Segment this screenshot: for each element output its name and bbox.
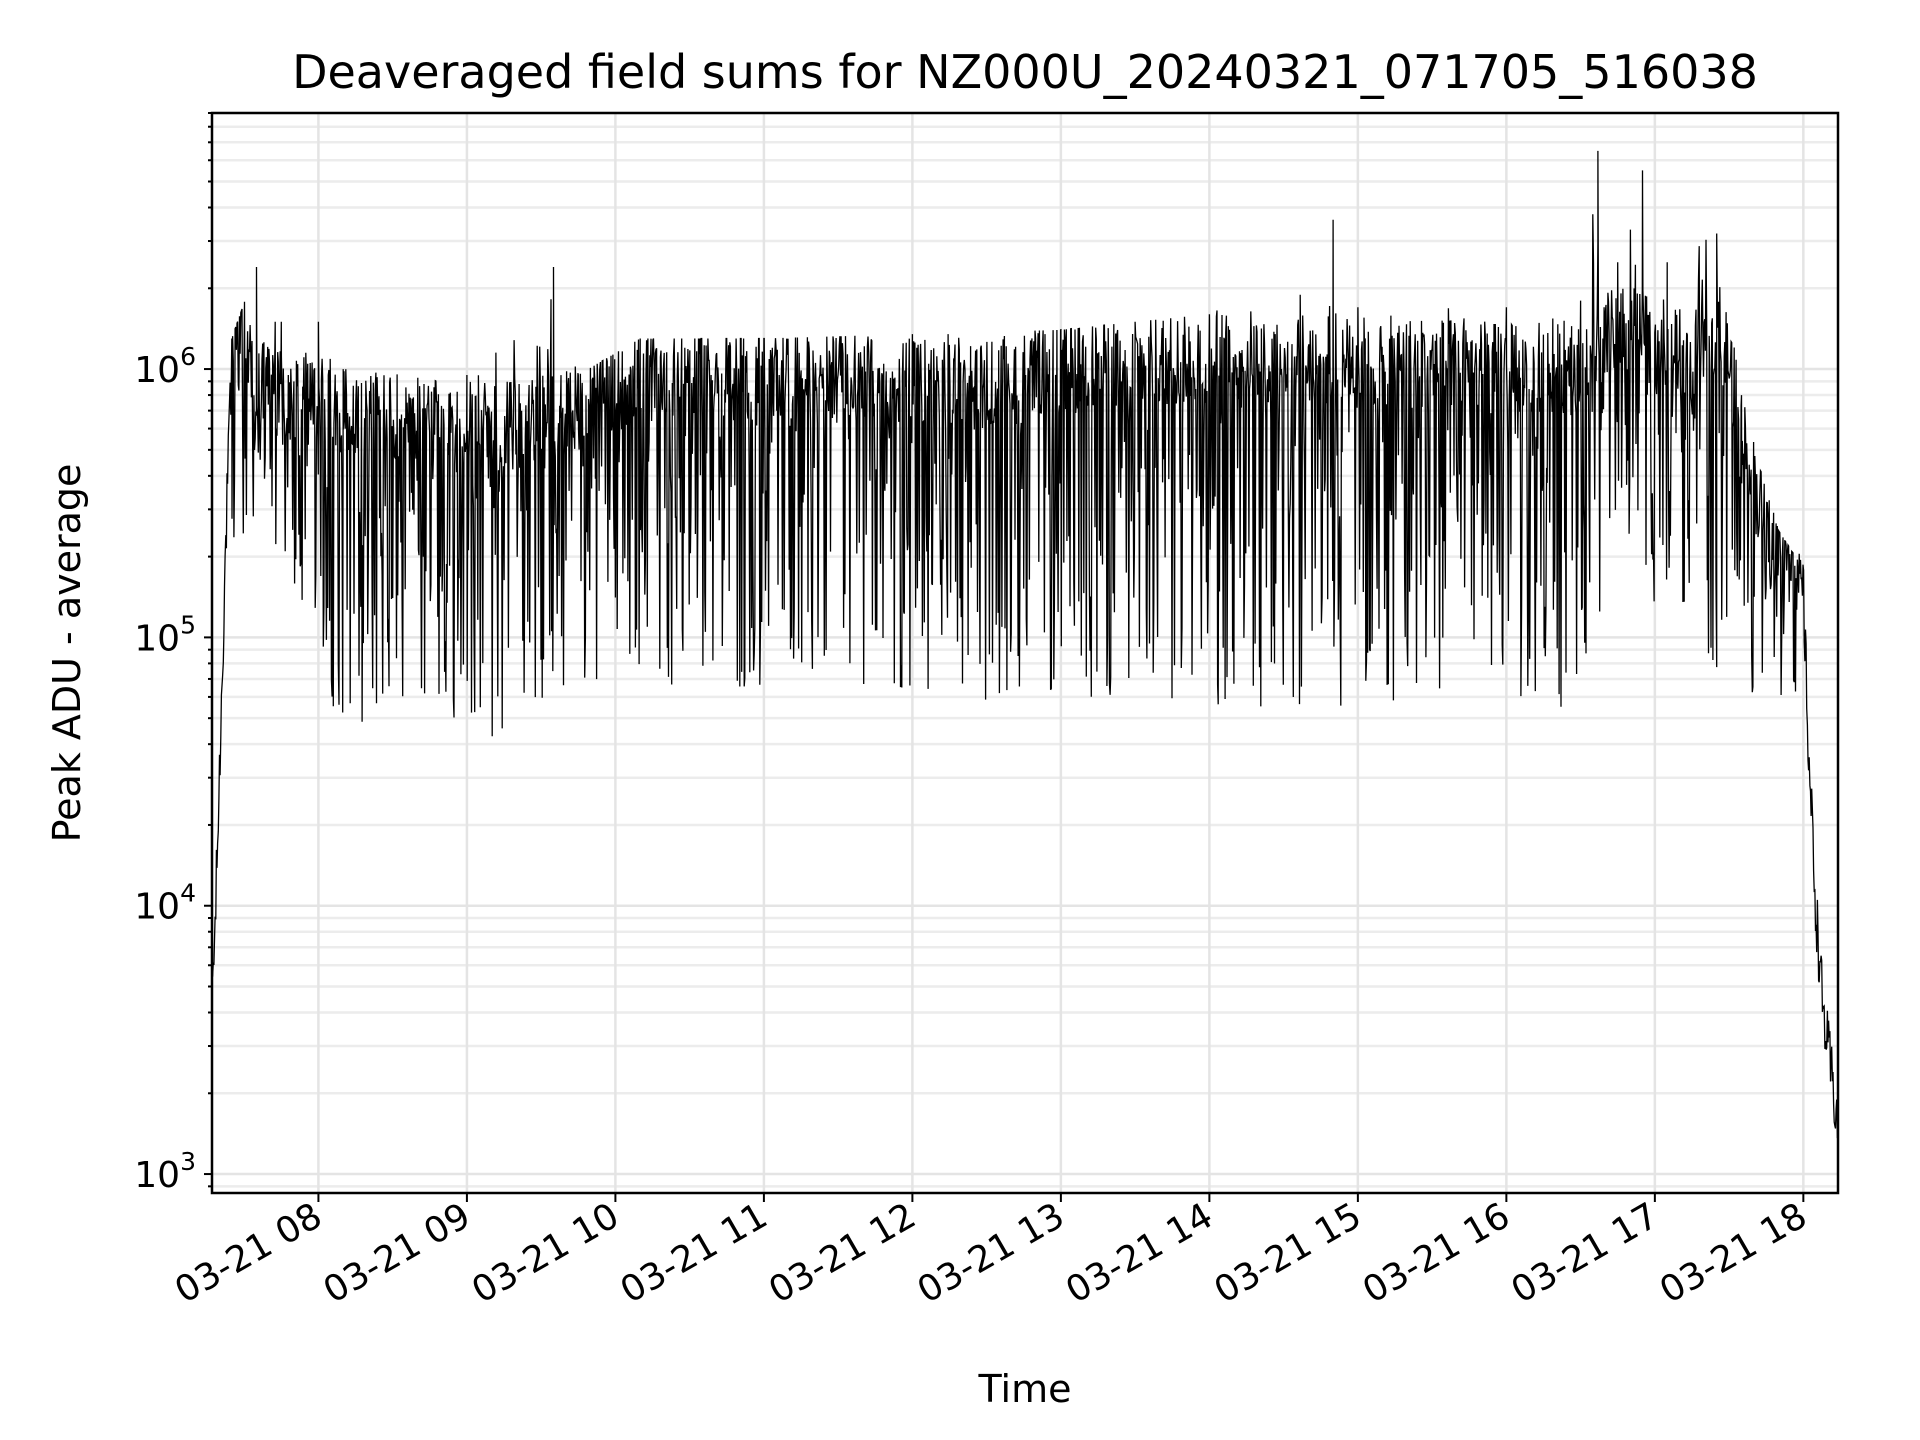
x-axis-label: Time	[978, 1367, 1072, 1411]
y-tick-label: 105	[134, 610, 196, 659]
y-axis-label: Peak ADU - average	[45, 464, 89, 843]
series-line	[212, 151, 1838, 1138]
x-tick-label: 03-21 12	[762, 1195, 923, 1311]
x-tick-label: 03-21 13	[911, 1195, 1072, 1311]
x-tick-label: 03-21 08	[168, 1195, 329, 1311]
y-tick-label: 103	[134, 1147, 196, 1196]
data-series	[212, 151, 1838, 1138]
x-tick-label: 03-21 09	[317, 1195, 478, 1311]
x-tick-label: 03-21 11	[614, 1195, 775, 1311]
y-tick-label: 106	[134, 342, 196, 391]
x-tick-label: 03-21 16	[1356, 1195, 1517, 1311]
x-tick-label: 03-21 17	[1505, 1195, 1666, 1311]
x-tick-label: 03-21 18	[1653, 1195, 1814, 1311]
y-tick-label: 104	[134, 879, 196, 928]
x-tick-label: 03-21 15	[1208, 1195, 1369, 1311]
x-tick-label: 03-21 14	[1059, 1195, 1220, 1311]
x-tick-label: 03-21 10	[465, 1195, 626, 1311]
chart-title: Deaveraged field sums for NZ000U_2024032…	[292, 45, 1758, 99]
